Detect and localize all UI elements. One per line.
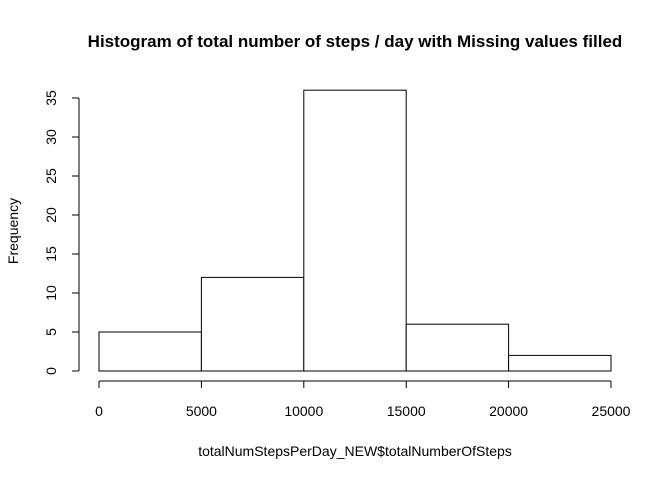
y-tick-label: 10	[43, 285, 59, 301]
histogram-bar-0	[98, 331, 202, 372]
x-tick-label: 25000	[592, 403, 631, 419]
x-tick-label: 20000	[489, 403, 528, 419]
y-tick-label: 25	[43, 168, 59, 184]
x-tick-label: 5000	[186, 403, 217, 419]
histogram-bar-1	[200, 276, 305, 372]
y-axis: 0 5 10 15 20 25 30 35	[43, 90, 80, 375]
x-tick-label: 0	[95, 403, 103, 419]
y-tick-label: 15	[43, 246, 59, 262]
x-tick-label: 10000	[284, 403, 323, 419]
y-axis-label: Frequency	[5, 198, 21, 264]
x-axis-label: totalNumStepsPerDay_NEW$totalNumberOfSte…	[198, 443, 512, 459]
histogram-bar-3	[405, 323, 510, 372]
x-tick-label: 15000	[387, 403, 426, 419]
chart-title: Histogram of total number of steps / day…	[88, 32, 623, 51]
histogram-bar-4	[508, 354, 612, 372]
y-tick-label: 30	[43, 129, 59, 145]
y-tick-label: 5	[43, 328, 59, 336]
bars-group	[98, 89, 612, 372]
y-tick-label: 35	[43, 90, 59, 106]
histogram-bar-2	[303, 89, 407, 372]
y-tick-label: 20	[43, 207, 59, 223]
x-axis: 0 5000 10000 15000 20000 25000	[95, 380, 631, 419]
y-tick-label: 0	[43, 367, 59, 375]
